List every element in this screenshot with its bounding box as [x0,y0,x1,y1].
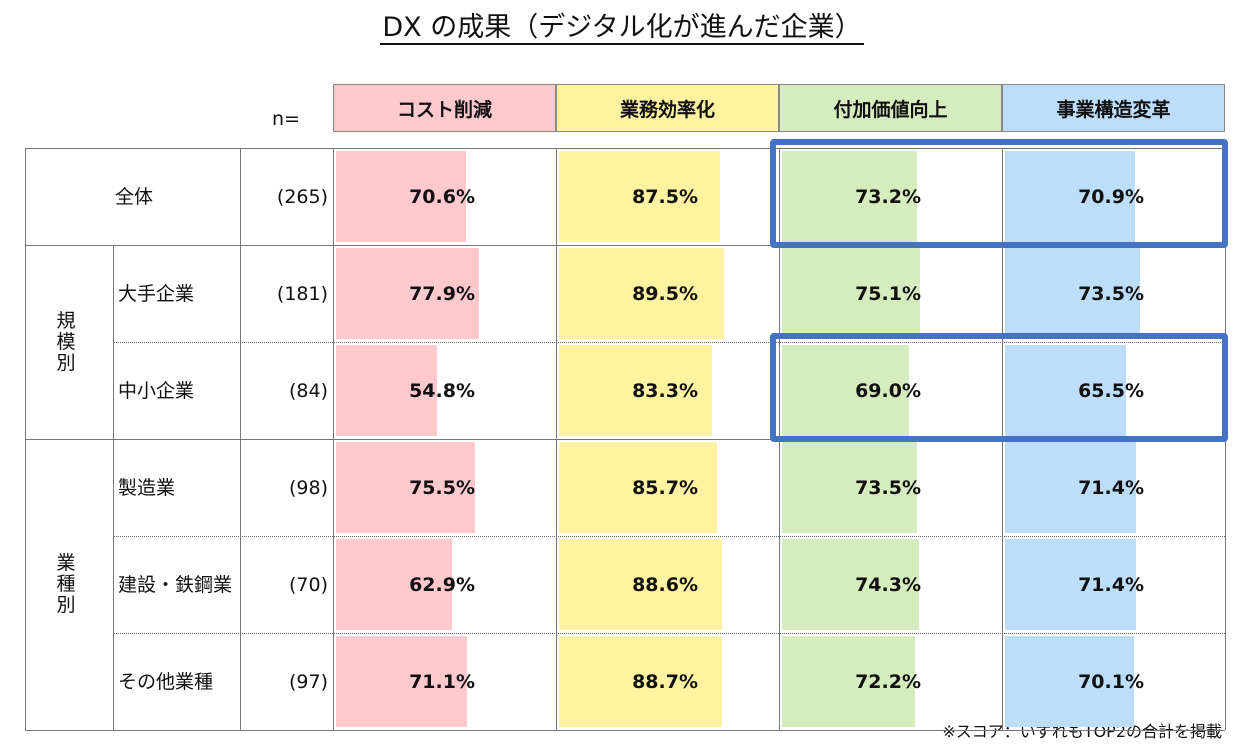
bar [782,345,909,436]
bar [782,539,919,630]
data-label: 62.9% [409,573,475,596]
data-label: 70.1% [1078,670,1144,693]
grid-line [25,148,26,730]
data-label: 73.2% [855,185,921,208]
data-label: 54.8% [409,379,475,402]
row-label: 大手企業 [118,282,195,305]
group-label: 規模別 [56,309,76,374]
group-label: 業種別 [56,552,76,616]
bar [1005,345,1126,436]
column-header: 業務効率化 [556,84,779,132]
row-n-value: (84) [288,379,328,402]
highlight-box [770,333,1228,442]
grid-line [113,536,1225,537]
row-n-value: (97) [288,670,328,693]
data-label: 85.7% [632,476,698,499]
grid-line [240,148,241,730]
grid-line [25,730,1225,731]
row-label: 中小企業 [118,379,195,402]
bar [1005,539,1137,630]
bar [1005,151,1136,242]
bar [559,539,723,630]
bar [782,442,918,533]
data-label: 71.1% [409,670,475,693]
data-label: 87.5% [632,185,698,208]
bar [336,151,466,242]
chart-title: DX の成果（デジタル化が進んだ企業） [380,12,864,45]
data-label: 70.9% [1078,185,1144,208]
data-label: 73.5% [1078,282,1144,305]
data-label: 88.7% [632,670,698,693]
bar [336,248,480,339]
bar [1005,248,1141,339]
grid-line [113,245,114,730]
row-label: その他業種 [118,670,214,693]
bar [336,539,452,630]
grid-line [25,245,1225,246]
data-label: 71.4% [1078,573,1144,596]
row-n-value: (70) [288,573,328,596]
row-label: 全体 [115,185,154,208]
bar [336,636,467,727]
data-label: 70.6% [409,185,475,208]
row-n-value: (265) [276,185,328,208]
data-label: 72.2% [855,670,921,693]
bar [559,151,720,242]
column-header: 付加価値向上 [779,84,1002,132]
bar [336,345,437,436]
grid-line [113,633,1225,634]
data-label: 65.5% [1078,379,1144,402]
grid-line [333,148,334,730]
column-header: 事業構造変革 [1002,84,1225,132]
grid-line [25,439,1225,440]
data-label: 88.6% [632,573,698,596]
bar [1005,442,1137,533]
data-label: 75.1% [855,282,921,305]
row-label: 製造業 [118,476,176,499]
data-label: 75.5% [409,476,475,499]
data-label: 69.0% [855,379,921,402]
grid-line [113,342,1225,343]
data-label: 83.3% [632,379,698,402]
bar [559,248,724,339]
bar [559,442,717,533]
bar [336,442,475,533]
data-label: 71.4% [1078,476,1144,499]
row-label: 建設・鉄鋼業 [118,573,233,596]
data-label: 74.3% [855,573,921,596]
bar [782,248,921,339]
n-label: n= [272,108,300,130]
bar [559,636,723,727]
bar [782,151,917,242]
row-n-value: (98) [288,476,328,499]
row-n-value: (181) [276,282,328,305]
grid-line [25,148,1225,149]
column-header: コスト削減 [333,84,556,132]
grid-line [556,148,557,730]
highlight-box [770,139,1228,248]
bar [1005,636,1134,727]
data-label: 77.9% [409,282,475,305]
data-label: 73.5% [855,476,921,499]
bar [782,636,915,727]
data-label: 89.5% [632,282,698,305]
bar [559,345,713,436]
